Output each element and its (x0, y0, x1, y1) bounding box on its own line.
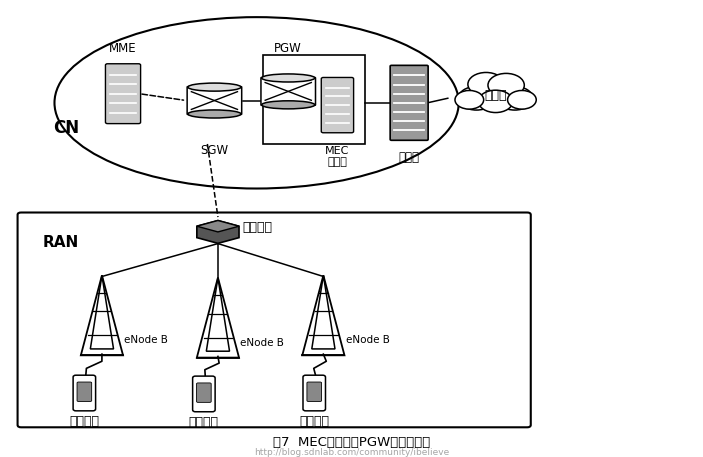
Circle shape (455, 90, 484, 109)
FancyBboxPatch shape (263, 55, 365, 144)
Ellipse shape (262, 101, 315, 109)
Polygon shape (197, 221, 239, 232)
Text: 用户设备: 用户设备 (70, 415, 99, 428)
Text: 图7  MEC服务器与PGW部署在一起: 图7 MEC服务器与PGW部署在一起 (273, 436, 430, 449)
Circle shape (468, 73, 504, 96)
Circle shape (474, 80, 517, 107)
FancyBboxPatch shape (193, 376, 215, 412)
Text: 互联网: 互联网 (484, 90, 507, 102)
Text: http://blog.sdnlab.com/community/ibelieve: http://blog.sdnlab.com/community/ibeliev… (254, 448, 449, 457)
FancyBboxPatch shape (187, 87, 242, 114)
Circle shape (479, 90, 512, 112)
Text: MME: MME (109, 42, 137, 55)
Text: eNode B: eNode B (346, 335, 389, 345)
Text: CN: CN (53, 118, 79, 137)
Circle shape (508, 90, 536, 109)
FancyBboxPatch shape (73, 375, 96, 411)
FancyBboxPatch shape (307, 382, 321, 401)
FancyBboxPatch shape (261, 78, 316, 105)
Text: 用户设备: 用户设备 (299, 415, 329, 428)
Ellipse shape (188, 83, 241, 91)
Text: RAN: RAN (42, 235, 79, 250)
Text: 防火墙: 防火墙 (399, 151, 420, 164)
Text: eNode B: eNode B (240, 338, 284, 348)
Text: eNode B: eNode B (124, 335, 168, 345)
FancyBboxPatch shape (303, 375, 325, 411)
Text: SGW: SGW (200, 144, 228, 157)
Text: 用户设备: 用户设备 (189, 416, 219, 429)
Circle shape (496, 86, 533, 110)
Text: 汇聚节点: 汇聚节点 (243, 221, 273, 234)
Circle shape (458, 86, 495, 110)
FancyBboxPatch shape (197, 383, 211, 402)
Text: PGW: PGW (274, 42, 302, 55)
Polygon shape (197, 221, 239, 244)
FancyBboxPatch shape (321, 77, 354, 133)
Text: MEC
服务器: MEC 服务器 (325, 146, 349, 167)
Ellipse shape (262, 74, 315, 82)
Circle shape (488, 74, 524, 97)
FancyBboxPatch shape (390, 65, 428, 140)
FancyBboxPatch shape (105, 64, 141, 123)
Ellipse shape (188, 110, 241, 118)
FancyBboxPatch shape (77, 382, 91, 401)
